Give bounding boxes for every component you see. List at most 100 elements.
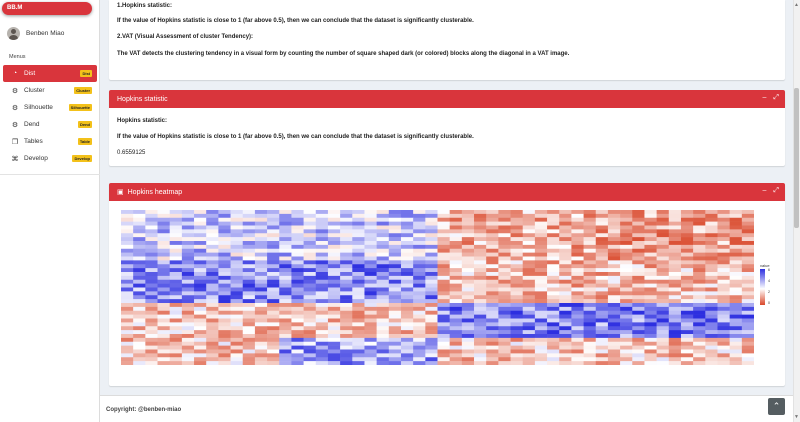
heatmap-cell (340, 353, 353, 358)
heatmap-cell (400, 213, 414, 219)
heatmap-cell (741, 217, 754, 222)
heatmap-cell (547, 225, 560, 230)
sidebar-item-label: Silhouette (24, 104, 53, 111)
brand-logo[interactable]: BB.M (2, 2, 92, 15)
heatmap-cell (327, 303, 341, 308)
heatmap-cell (449, 306, 463, 312)
heatmap-cell (400, 330, 414, 335)
heatmap-cell (486, 244, 499, 250)
heatmap-cell (352, 299, 365, 304)
heatmap-cell (157, 233, 170, 238)
heatmap-cell (206, 237, 219, 242)
scroll-up-icon[interactable]: ▲ (794, 2, 799, 8)
heatmap-cell (595, 349, 609, 354)
scroll-down-icon[interactable]: ▼ (794, 414, 799, 420)
heatmap-cell (169, 210, 183, 215)
sidebar-item-dist[interactable]: ◔ Dist Dist (3, 65, 97, 82)
heatmap-cell (230, 314, 244, 319)
sidebar-item-cluster[interactable]: ⚙ Cluster Cluster (3, 82, 97, 99)
heatmap-cell (498, 241, 511, 246)
heatmap-cell (279, 260, 292, 265)
heatmap-cell (437, 272, 450, 277)
heatmap-cell (242, 306, 256, 312)
heatmap-cell (327, 229, 341, 234)
heatmap-cell (656, 241, 670, 246)
heatmap-cell (327, 357, 341, 362)
heatmap-cell (510, 283, 524, 288)
sidebar-item-tables[interactable]: ❐ Tables Table (3, 133, 97, 150)
heatmap-cell (303, 217, 317, 222)
heatmap-cell (680, 283, 694, 288)
heatmap-cell (230, 248, 244, 253)
heatmap-cell (279, 248, 292, 253)
heatmap-cell (522, 237, 536, 242)
heatmap-cell (656, 291, 670, 296)
heatmap-cell (583, 275, 597, 281)
heatmap-cell (705, 210, 718, 215)
heatmap-cell (206, 357, 219, 362)
heatmap-cell (133, 241, 146, 246)
heatmap-cell (461, 314, 475, 319)
heatmap-cell (437, 229, 450, 234)
heatmap-cell (632, 268, 645, 273)
heatmap-cell (498, 213, 511, 219)
heatmap-cell (449, 229, 463, 234)
heatmap-cell (303, 357, 317, 362)
heatmap-cell (145, 337, 158, 343)
collapse-icon[interactable]: – (762, 94, 767, 101)
heatmap-cell (437, 248, 450, 253)
heatmap-cell (194, 326, 207, 331)
heatmap-cell (741, 233, 754, 238)
heatmap-cell (400, 241, 414, 246)
heatmap-cell (644, 295, 657, 300)
heatmap-cell (571, 221, 584, 226)
sidebar-item-silhouette[interactable]: ⚙ Silhouette Silhouette (3, 99, 97, 116)
heatmap-cell (717, 225, 730, 230)
heatmap-cell (291, 299, 304, 304)
heatmap-cell (145, 229, 158, 234)
heatmap-cell (486, 318, 499, 323)
heatmap-cell (668, 314, 682, 319)
heatmap-cell (145, 287, 158, 292)
scrollbar[interactable]: ▲ ▼ (793, 0, 800, 422)
heatmap-cell (194, 283, 207, 288)
heatmap-cell (620, 330, 633, 335)
back-to-top-button[interactable]: ⌃ (768, 398, 785, 415)
heatmap-cell (668, 330, 682, 335)
heatmap-cell (254, 260, 268, 265)
sidebar-item-develop[interactable]: ⌘ Develop Develop (3, 150, 97, 167)
heatmap-cell (717, 318, 730, 323)
heatmap-cell (547, 264, 560, 269)
heatmap-cell (230, 283, 244, 288)
heatmap-cell (510, 337, 524, 343)
heatmap-cell (449, 287, 463, 292)
heatmap-cell (315, 303, 329, 308)
heatmap-cell (206, 334, 219, 339)
scrollbar-thumb[interactable] (794, 88, 799, 228)
sidebar: BB.M Benben Miao Menus ◔ Dist Dist ⚙ Clu… (0, 0, 100, 422)
heatmap-cell (729, 341, 743, 346)
heatmap-cell (559, 361, 572, 365)
sidebar-item-dend[interactable]: ⚙ Dend Dend (3, 116, 97, 133)
expand-icon[interactable]: ⤢ (773, 94, 779, 101)
heatmap-cell (595, 260, 609, 265)
heatmap-cell (388, 326, 402, 331)
heatmap-cell (315, 334, 329, 339)
heatmap-cell (510, 225, 524, 230)
heatmap-cell (388, 283, 402, 288)
heatmap-cell (620, 337, 633, 343)
collapse-icon[interactable]: – (762, 187, 767, 194)
heatmap-cell (668, 279, 682, 284)
heatmap-cell (534, 310, 548, 315)
heatmap-cell (352, 287, 365, 292)
heatmap-cell (291, 272, 304, 277)
heatmap-cell (157, 299, 170, 304)
heatmap-cell (315, 326, 329, 331)
heatmap-cell (595, 291, 609, 296)
heatmap-cell (133, 345, 146, 350)
heatmap-cell (425, 318, 438, 323)
expand-icon[interactable]: ⤢ (773, 187, 779, 194)
heatmap-cell (668, 248, 682, 253)
heatmap-cell (644, 310, 657, 315)
heatmap-cell (729, 322, 743, 327)
